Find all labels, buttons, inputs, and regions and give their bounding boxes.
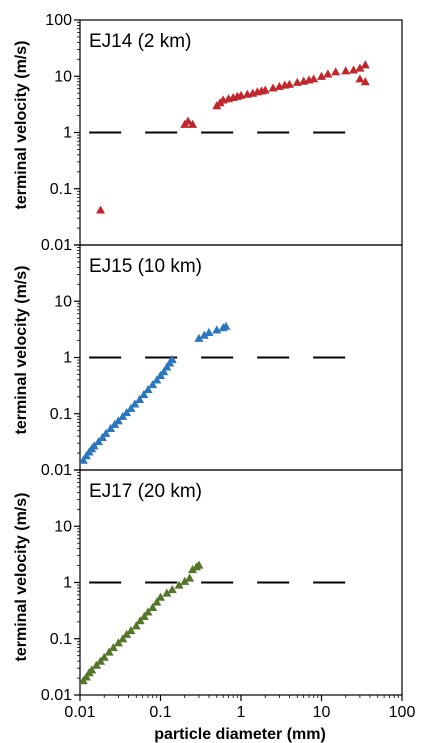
- y-tick-label-2-3: 0.1: [50, 406, 72, 423]
- data-point-3-3: [87, 665, 97, 674]
- data-point-1-30: [360, 60, 370, 69]
- data-point-3-12: [126, 626, 136, 635]
- data-point-2-16: [139, 389, 149, 399]
- data-point-2-30: [221, 321, 231, 330]
- data-point-1-15: [260, 85, 270, 94]
- data-point-1-3: [188, 119, 198, 128]
- data-point-2-5: [94, 437, 104, 446]
- data-point-1-27: [341, 66, 351, 75]
- plot-frame-3: [79, 469, 403, 696]
- data-point-3-27: [194, 560, 204, 569]
- y-tick-label-1-1: 10: [54, 68, 72, 85]
- y-tick-label-3-4: 0.01: [41, 687, 72, 704]
- plot-frame-2: [79, 244, 403, 471]
- data-point-2-14: [130, 399, 140, 408]
- data-point-2-8: [106, 423, 116, 432]
- panel-title-2: EJ15 (10 km): [89, 256, 202, 277]
- data-point-3-22: [174, 580, 184, 589]
- data-point-3-17: [148, 602, 158, 612]
- data-point-2-19: [152, 375, 162, 384]
- data-point-1-25: [323, 69, 333, 78]
- panel-2: 10 1 0.1 0.01 EJ15 (10 km): [41, 244, 403, 479]
- x-tick-label-2: 1: [237, 704, 246, 721]
- y-tick-label-2-1: 10: [54, 293, 72, 310]
- data-point-2-7: [101, 428, 111, 437]
- data-point-3-19: [156, 592, 165, 601]
- panel-title-3: EJ17 (20 km): [89, 481, 202, 502]
- ylabel-panel-1: terminal velocity (m/s): [13, 41, 30, 210]
- ylabel-panel-2: terminal velocity (m/s): [13, 266, 30, 435]
- x-tick-label-4: 100: [389, 704, 416, 721]
- data-point-3-18: [152, 597, 162, 606]
- y-tick-label-1-0: 100: [45, 12, 72, 29]
- data-point-3-10: [118, 634, 128, 643]
- data-point-2-17: [143, 384, 153, 394]
- y-tick-label-1-4: 0.01: [41, 237, 72, 254]
- panel-3: 10 1 0.1 0.010.01 0.1 1 10 100 EJ17 (20 km): [41, 469, 416, 721]
- data-point-2-25: [194, 333, 204, 342]
- data-point-1-26: [331, 67, 341, 76]
- data-point-2-4: [89, 441, 99, 450]
- y-tick-label-3-3: 0.1: [50, 631, 72, 648]
- data-point-2-26: [199, 330, 209, 339]
- data-point-2-27: [204, 327, 214, 336]
- data-point-3-23: [180, 576, 190, 585]
- data-point-2-12: [122, 408, 132, 417]
- data-point-3-7: [104, 647, 114, 656]
- data-point-1-0: [96, 205, 106, 214]
- y-tick-label-1-2: 1: [63, 125, 72, 142]
- y-tick-label-3-1: 10: [54, 518, 72, 535]
- data-point-3-21: [167, 585, 177, 594]
- data-point-1-23: [309, 74, 319, 83]
- y-tick-label-3-2: 1: [63, 575, 72, 592]
- data-point-2-0: [78, 455, 88, 464]
- data-point-1-32: [360, 77, 370, 86]
- data-point-3-16: [143, 607, 153, 616]
- data-point-1-19: [284, 79, 294, 88]
- data-point-1-31: [355, 74, 365, 83]
- data-point-3-1: [81, 672, 91, 681]
- panel-title-1: EJ14 (2 km): [89, 31, 191, 52]
- x-tick-label-0: 0.01: [64, 704, 95, 721]
- x-tick-label-1: 0.1: [149, 704, 171, 721]
- y-tick-label-2-2: 1: [63, 350, 72, 367]
- data-point-2-15: [135, 394, 145, 403]
- data-point-2-10: [113, 416, 123, 425]
- data-point-1-29: [355, 63, 365, 72]
- data-point-3-20: [162, 588, 172, 597]
- data-point-2-6: [97, 432, 107, 441]
- data-point-3-13: [131, 621, 141, 630]
- data-point-3-14: [135, 616, 145, 625]
- data-point-2-24: [167, 355, 177, 364]
- data-point-2-28: [212, 325, 222, 334]
- data-point-1-20: [292, 77, 302, 86]
- ylabel-panel-3: terminal velocity (m/s): [13, 493, 30, 662]
- data-point-1-2: [183, 116, 193, 125]
- data-point-1-10: [236, 90, 246, 99]
- xlabel: particle diameter (mm): [154, 726, 326, 743]
- data-point-2-21: [159, 367, 169, 376]
- data-point-1-16: [268, 83, 278, 92]
- panel-1: 100 10 1 0.1 0.01 EJ14 (2 km): [41, 12, 403, 254]
- x-tick-label-3: 10: [313, 704, 331, 721]
- y-tick-label-1-3: 0.1: [50, 181, 72, 198]
- data-point-1-24: [317, 71, 326, 80]
- y-tick-label-2-4: 0.01: [41, 462, 72, 479]
- data-point-2-13: [126, 403, 136, 412]
- data-point-3-24: [185, 573, 195, 582]
- plot-frame-1: [79, 19, 403, 246]
- data-point-2-18: [148, 380, 158, 389]
- data-point-3-8: [108, 642, 118, 652]
- data-point-3-6: [99, 652, 109, 661]
- data-point-3-15: [139, 611, 149, 620]
- data-point-3-25: [188, 565, 198, 574]
